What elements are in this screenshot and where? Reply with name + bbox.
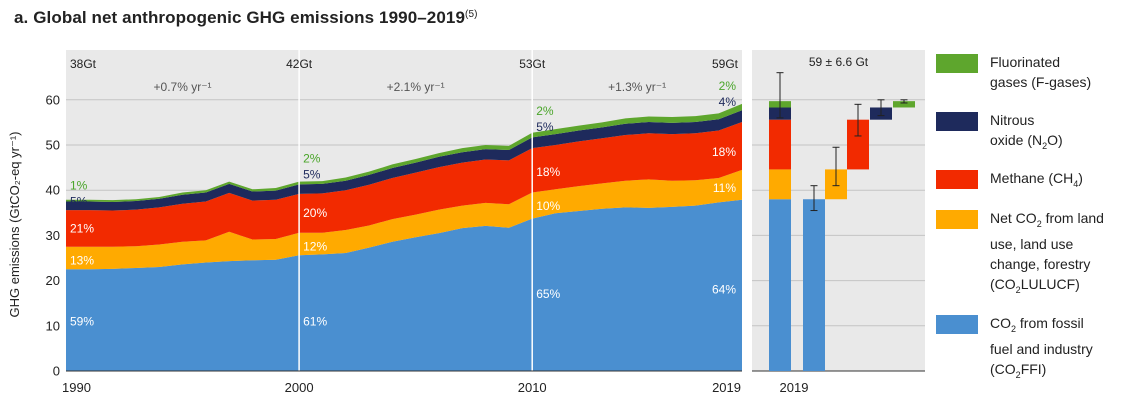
share-label: 4% xyxy=(719,95,737,109)
total-label: 38Gt xyxy=(70,57,97,71)
share-label: 18% xyxy=(536,165,560,179)
area-ffi xyxy=(66,199,742,371)
legend-label: CO2 from fossil fuel and industry (CO2FFI) xyxy=(990,315,1093,380)
panel-total-label: 59 ± 6.6 Gt xyxy=(809,55,869,69)
share-label: 59% xyxy=(70,314,94,328)
y-tick-label: 0 xyxy=(53,364,60,379)
legend-swatch xyxy=(936,112,978,131)
share-label: 65% xyxy=(536,287,560,301)
share-label: 5% xyxy=(303,167,321,181)
share-label: 61% xyxy=(303,314,327,328)
legend-swatch xyxy=(936,170,978,189)
legend-label: Nitrous oxide (N2O) xyxy=(990,112,1063,151)
waterfall-bar-fgas xyxy=(893,101,915,108)
chart-title-text: a. Global net anthropogenic GHG emission… xyxy=(14,8,466,27)
share-label: 12% xyxy=(303,240,327,254)
panel-x-label: 2019 xyxy=(780,380,809,395)
share-label: 5% xyxy=(536,120,554,134)
legend-label: Fluorinated gases (F-gases) xyxy=(990,54,1092,90)
share-label: 21% xyxy=(70,222,94,236)
x-tick-label: 2010 xyxy=(518,380,547,395)
legend-item-n2o: Nitrous oxide (N2O) xyxy=(936,110,1063,156)
y-tick-label: 40 xyxy=(46,183,60,198)
2019-breakdown-panel: 59 ± 6.6 Gt 2019 xyxy=(752,50,925,395)
share-label: 2% xyxy=(303,152,321,166)
legend-label: Methane (CH4) xyxy=(990,170,1083,189)
y-tick-label: 50 xyxy=(46,138,60,153)
chart-title: a. Global net anthropogenic GHG emission… xyxy=(14,8,478,28)
main-area-panel: 0 10 20 30 40 50 60 1990 2000 2010 2019 GHG emissio… xyxy=(7,50,742,395)
waterfall-bar-ch4 xyxy=(847,119,869,170)
share-label: 2% xyxy=(536,104,554,118)
share-label: 18% xyxy=(712,145,736,159)
y-tick-label: 30 xyxy=(46,228,60,243)
total-label: 53Gt xyxy=(519,57,546,71)
legend-item-lulucf: Net CO2 from land use, land use change, fo… xyxy=(936,208,1104,300)
x-tick-label: 1990 xyxy=(62,380,91,395)
area-lulucf xyxy=(66,169,742,270)
growth-rate-label: +2.1% yr⁻¹ xyxy=(387,80,445,94)
legend-swatch xyxy=(936,54,978,73)
stacked-bar-ffi xyxy=(769,199,791,371)
x-tick-label: 2019 xyxy=(712,380,741,395)
waterfall-bar-ffi xyxy=(803,199,825,371)
area-ch4 xyxy=(66,121,742,247)
area-fgas xyxy=(66,103,742,202)
share-label: 10% xyxy=(536,199,560,213)
share-label: 20% xyxy=(303,206,327,220)
legend-item-ffi: CO2 from fossil fuel and industry (CO2FFI) xyxy=(936,313,1093,385)
stacked-bar-ch4 xyxy=(769,119,791,170)
y-tick-label: 60 xyxy=(46,92,60,107)
x-tick-label: 2000 xyxy=(285,380,314,395)
share-label: 1% xyxy=(70,179,88,193)
stacked-bar-lulucf xyxy=(769,169,791,200)
share-label: 13% xyxy=(70,253,94,267)
growth-rate-label: +1.3% yr⁻¹ xyxy=(608,80,666,94)
area-n2o xyxy=(66,110,742,211)
legend-item-fgas: Fluorinated gases (F-gases) xyxy=(936,52,1091,92)
legend-swatch xyxy=(936,210,978,229)
share-label: 2% xyxy=(719,79,737,93)
y-tick-label: 10 xyxy=(46,318,60,333)
total-label: 42Gt xyxy=(286,57,313,71)
share-label: 5% xyxy=(70,195,88,209)
chart-title-footnote: (5) xyxy=(465,9,478,20)
share-label: 11% xyxy=(713,181,736,195)
total-label: 59Gt xyxy=(712,57,739,71)
legend-label: Net CO2 from land use, land use change, fo… xyxy=(990,210,1104,295)
share-label: 64% xyxy=(712,283,736,297)
y-tick-label: 20 xyxy=(46,273,60,288)
y-axis-title: GHG emissions (GtCO₂-eq yr⁻¹) xyxy=(7,132,22,318)
legend-swatch xyxy=(936,315,978,334)
legend-item-ch4: Methane (CH4) xyxy=(936,168,1083,194)
growth-rate-label: +0.7% yr⁻¹ xyxy=(154,80,212,94)
